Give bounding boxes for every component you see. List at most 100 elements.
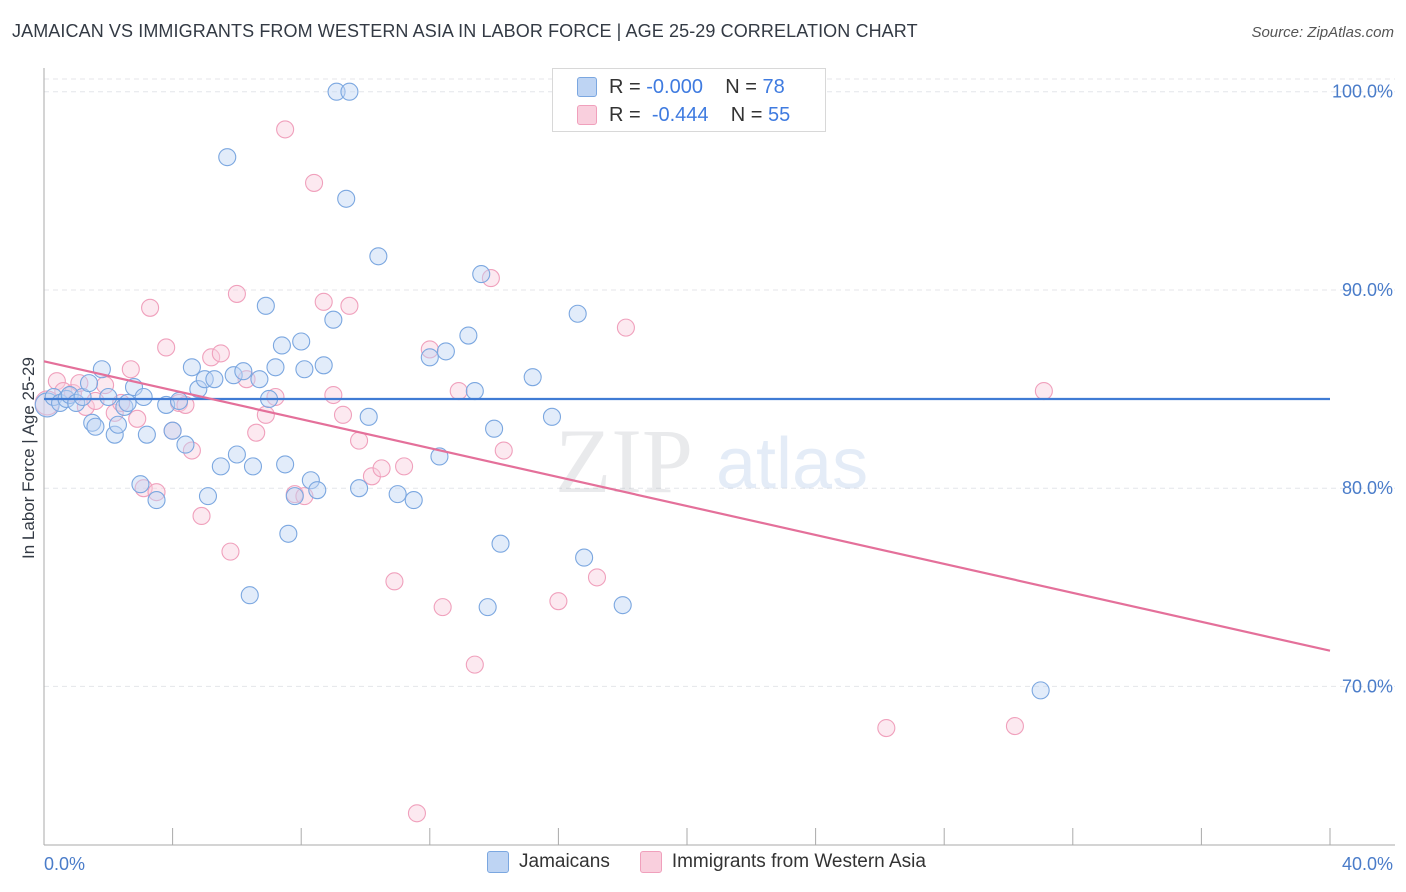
data-point [1034, 382, 1053, 401]
series-western-asia-points [34, 120, 1053, 823]
chart-title: JAMAICAN VS IMMIGRANTS FROM WESTERN ASIA… [12, 21, 918, 41]
data-point [481, 269, 500, 288]
bottom-legend-label-jamaicans: Jamaicans [519, 851, 610, 872]
data-point [314, 292, 333, 311]
y-tick-label: 90.0% [1342, 280, 1393, 300]
data-point [86, 417, 105, 436]
data-point [182, 358, 201, 377]
data-point [350, 479, 369, 498]
data-point [118, 393, 137, 413]
data-point [211, 344, 230, 363]
legend-r-label: R = [609, 75, 641, 98]
bottom-legend-item-jamaicans: Jamaicans [487, 851, 610, 873]
data-point [292, 332, 311, 351]
data-point [407, 804, 426, 823]
source-label: Source: ZipAtlas.com [1251, 24, 1394, 41]
data-point [250, 370, 269, 389]
data-point [256, 296, 275, 315]
data-point [176, 435, 195, 454]
legend-swatch-western-asia [577, 105, 597, 125]
legend-r-label: R = [609, 103, 641, 126]
data-point [385, 572, 404, 591]
data-point [276, 120, 295, 139]
data-point [337, 189, 356, 208]
series-jamaicans-points [34, 82, 1050, 700]
x-tick-labels: 0.0% 40.0% [44, 854, 1393, 874]
data-point [301, 471, 320, 490]
legend-n-label: N = [725, 75, 757, 98]
data-point [218, 148, 237, 167]
data-point [79, 374, 99, 393]
data-point [70, 374, 89, 393]
data-point [877, 718, 896, 738]
data-point [340, 82, 359, 101]
data-point [147, 491, 166, 510]
data-point [333, 405, 353, 424]
data-point [276, 455, 295, 474]
data-point [388, 485, 407, 504]
data-point [105, 425, 124, 444]
data-point [134, 387, 153, 407]
legend-row-jamaicans: R = -0.000 N = 78 [577, 75, 785, 99]
watermark-zip: ZIP [555, 410, 693, 512]
axes [43, 68, 1395, 846]
data-point [433, 598, 452, 617]
data-point [243, 457, 263, 476]
bottom-legend-label-western-asia: Immigrants from Western Asia [671, 851, 926, 872]
data-point [266, 358, 285, 377]
data-point [324, 385, 343, 405]
data-point [272, 336, 291, 355]
trend-lines [43, 360, 1331, 652]
data-point [234, 362, 253, 381]
data-point [285, 487, 304, 506]
y-tick-labels: 70.0% 80.0% 90.0% 100.0% [1332, 82, 1393, 697]
data-point [372, 459, 391, 478]
legend-n-value: 78 [762, 75, 785, 98]
legend-r-value: -0.000 [646, 75, 703, 98]
data-point [568, 304, 587, 323]
data-point [141, 298, 160, 317]
data-point [137, 425, 156, 444]
data-point [308, 481, 327, 500]
data-point [420, 348, 439, 367]
bottom-legend-item-western-asia: Immigrants from Western Asia [639, 851, 926, 873]
data-point [247, 423, 266, 442]
data-point [266, 387, 285, 407]
data-point [472, 265, 491, 284]
data-point [465, 382, 484, 401]
data-point [121, 360, 140, 379]
data-point [205, 370, 224, 389]
data-point [108, 415, 127, 434]
data-point [221, 542, 240, 561]
bottom-legend-swatch-western-asia [639, 851, 662, 873]
y-tick-label: 100.0% [1332, 82, 1393, 102]
bottom-legend-swatch-jamaicans [487, 851, 509, 873]
data-point [523, 368, 542, 387]
data-point [157, 338, 176, 357]
data-point [587, 568, 607, 587]
data-point [340, 296, 359, 315]
data-point [163, 421, 182, 440]
data-point [192, 506, 211, 525]
legend-row-western-asia: R = -0.444 N = 55 [577, 103, 790, 127]
y-tick-label: 70.0% [1342, 676, 1393, 696]
data-point [395, 457, 414, 476]
legend-n-label: N = [730, 103, 763, 126]
data-point [478, 598, 497, 617]
data-point [494, 441, 513, 460]
data-point [128, 409, 147, 428]
data-point [616, 318, 635, 337]
data-point [195, 370, 214, 389]
data-point [224, 366, 243, 385]
data-point [305, 173, 324, 192]
data-point [613, 596, 632, 615]
data-point [324, 310, 343, 329]
data-point [169, 391, 189, 411]
bottom-legend: Jamaicans Immigrants from Western Asia [487, 851, 956, 873]
data-point [279, 524, 298, 543]
legend-n-value: 55 [768, 103, 791, 126]
data-point [491, 534, 510, 553]
data-point [240, 586, 259, 605]
data-point [436, 342, 455, 361]
